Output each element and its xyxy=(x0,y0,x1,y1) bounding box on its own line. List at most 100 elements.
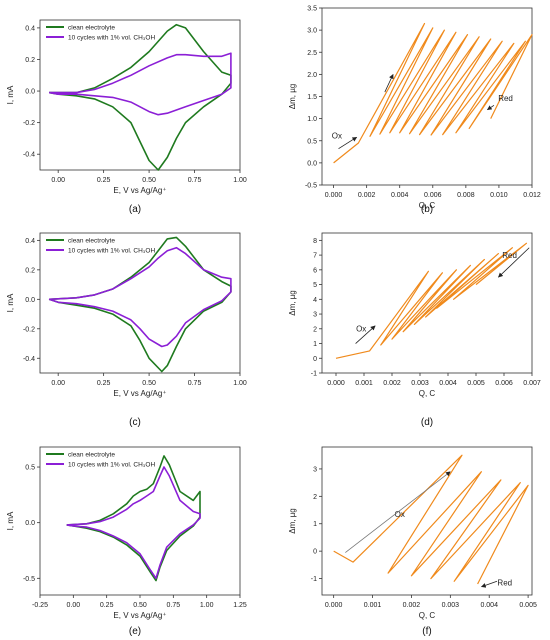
y-axis-label: I, mA xyxy=(6,293,15,312)
annotation-label: Ox xyxy=(395,510,405,519)
y-tick-label: 0.5 xyxy=(307,138,317,145)
y-tick-label: -0.2 xyxy=(23,326,35,333)
x-tick-label: 0.001 xyxy=(364,602,382,609)
x-tick-label: 0.005 xyxy=(467,380,485,387)
y-tick-label: -0.4 xyxy=(23,356,35,363)
x-tick-label: 0.010 xyxy=(490,192,508,199)
annotation-arrow xyxy=(345,471,451,553)
x-axis-label: E, V vs Ag/Ag⁺ xyxy=(113,186,166,195)
legend-entry: clean electrolyte xyxy=(68,25,115,32)
x-axis-label: E, V vs Ag/Ag⁺ xyxy=(113,611,166,620)
y-tick-label: 0 xyxy=(313,356,317,363)
panel-label: (e) xyxy=(129,626,141,637)
plot-frame xyxy=(39,232,241,374)
x-tick-label: 0.25 xyxy=(97,380,111,387)
y-tick-label: 3.0 xyxy=(307,28,317,35)
panel-label: (f) xyxy=(422,626,431,637)
series-line-1 xyxy=(48,52,232,116)
y-axis-label: I, mA xyxy=(6,511,15,530)
series-line-0 xyxy=(333,22,533,164)
x-tick-label: 0.000 xyxy=(325,602,343,609)
series-line-0 xyxy=(48,23,232,171)
series-line-0 xyxy=(335,242,528,359)
y-tick-label: 0.2 xyxy=(25,267,35,274)
y-axis-label: Δm, µg xyxy=(288,508,297,534)
x-tick-label: 0.006 xyxy=(424,192,442,199)
y-tick-label: 8 xyxy=(313,238,317,245)
x-tick-label: 0.25 xyxy=(97,177,111,184)
y-tick-label: 1.5 xyxy=(307,94,317,101)
y-tick-label: 0.4 xyxy=(25,238,35,245)
y-tick-label: 3 xyxy=(313,312,317,319)
y-tick-label: 6 xyxy=(313,267,317,274)
x-tick-label: 0.75 xyxy=(188,380,202,387)
plot-frame xyxy=(321,232,533,374)
y-axis-label: Δm, µg xyxy=(288,84,297,110)
plot-frame xyxy=(321,446,533,596)
y-tick-label: -0.5 xyxy=(23,576,35,583)
x-axis-label: Q, C xyxy=(419,201,436,210)
y-tick-label: 0.0 xyxy=(307,160,317,167)
legend-entry: 10 cycles with 1% vol. CH₃OH xyxy=(68,35,155,42)
legend-entry: clean electrolyte xyxy=(68,452,115,459)
annotation-label: Ox xyxy=(332,132,342,141)
y-tick-label: 0.5 xyxy=(25,465,35,472)
x-tick-label: 0.004 xyxy=(439,380,457,387)
x-tick-label: 0.25 xyxy=(100,602,114,609)
x-tick-label: 0.008 xyxy=(457,192,475,199)
x-tick-label: 0.007 xyxy=(523,380,541,387)
panel-a: 0.00 0.25 0.50 0.75 1.00 -0.4 -0.2 0.0 0.2 0.4 E, … xyxy=(6,19,247,215)
series-line-1 xyxy=(48,246,232,348)
y-tick-label: 0.0 xyxy=(25,89,35,96)
y-tick-label: 2.5 xyxy=(307,50,317,57)
x-tick-label: -0.25 xyxy=(32,602,48,609)
x-tick-label: 0.00 xyxy=(67,602,81,609)
x-axis-label: E, V vs Ag/Ag⁺ xyxy=(113,389,166,398)
y-tick-label: -1 xyxy=(311,371,317,378)
y-tick-label: 1.0 xyxy=(307,116,317,123)
x-tick-label: 0.012 xyxy=(523,192,541,199)
x-tick-label: 0.50 xyxy=(142,177,156,184)
panel-label: (a) xyxy=(129,204,141,215)
annotation-arrow xyxy=(498,247,530,278)
x-tick-label: 0.005 xyxy=(519,602,537,609)
x-tick-label: 1.00 xyxy=(233,380,247,387)
y-tick-label: 2.0 xyxy=(307,72,317,79)
x-tick-label: 0.00 xyxy=(51,177,65,184)
x-tick-label: 0.00 xyxy=(51,380,65,387)
y-tick-label: 0.2 xyxy=(25,57,35,64)
series-line-1 xyxy=(66,466,201,580)
x-tick-label: 0.75 xyxy=(188,177,202,184)
y-tick-label: -0.4 xyxy=(23,152,35,159)
x-tick-label: 0.004 xyxy=(391,192,409,199)
x-tick-label: 0.50 xyxy=(142,380,156,387)
x-tick-label: 0.002 xyxy=(358,192,376,199)
annotation-label: Red xyxy=(497,578,512,587)
y-axis-label: I, mA xyxy=(6,85,15,104)
legend-entry: 10 cycles with 1% vol. CH₃OH xyxy=(68,462,155,469)
panel-b: 0.000 0.002 0.004 0.006 0.008 0.010 0.012 -0.5 0… xyxy=(288,6,541,216)
y-tick-label: -0.5 xyxy=(305,183,317,190)
panel-f: 0.000 0.001 0.002 0.003 0.004 0.005 -1 0 1 2 3 Q, C… xyxy=(288,446,537,637)
y-tick-label: 0.0 xyxy=(25,297,35,304)
annotation-label: Ox xyxy=(356,325,366,334)
panel-e: -0.25 0.00 0.25 0.50 0.75 1.00 1.25 -0.5 0.0 0.5 E… xyxy=(6,446,247,637)
panel-label: (b) xyxy=(421,204,433,215)
x-tick-label: 1.00 xyxy=(200,602,214,609)
x-tick-label: 0.000 xyxy=(325,192,343,199)
x-tick-label: 1.25 xyxy=(233,602,247,609)
y-tick-label: 5 xyxy=(313,282,317,289)
x-tick-label: 0.006 xyxy=(495,380,513,387)
x-tick-label: 0.003 xyxy=(442,602,460,609)
y-tick-label: -0.2 xyxy=(23,120,35,127)
x-axis-label: Q, C xyxy=(419,611,436,620)
x-tick-label: 0.003 xyxy=(411,380,429,387)
series-line-0 xyxy=(333,454,529,585)
x-tick-label: 0.001 xyxy=(355,380,373,387)
x-axis-label: Q, C xyxy=(419,389,436,398)
y-tick-label: 2 xyxy=(313,494,317,501)
legend-entry: clean electrolyte xyxy=(68,238,115,245)
annotation-arrow xyxy=(486,105,495,111)
y-axis-label: Δm, µg xyxy=(288,290,297,316)
